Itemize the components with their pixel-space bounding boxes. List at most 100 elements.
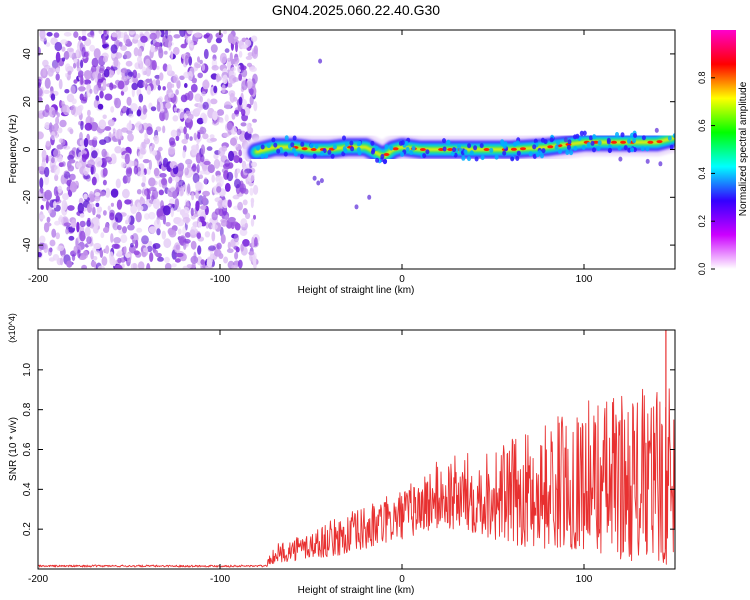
heatmap-noise-cell (238, 73, 243, 81)
heatmap-noise-cell (146, 263, 151, 269)
heatmap-noise-cell (173, 74, 179, 84)
heatmap-noise-cell (38, 46, 41, 56)
colorbar-ticks: 0.0 0.2 0.4 0.6 0.8 (697, 72, 715, 275)
heatmap-noise-cell (79, 220, 86, 228)
heatmap-noise-cell (107, 119, 115, 127)
heatmap-ridge-edge (581, 145, 586, 150)
heatmap-ridge-edge (672, 133, 675, 139)
heatmap-ridge-edge (332, 144, 337, 150)
heatmap-noise-cell (167, 70, 175, 77)
heatmap-noise-cell (223, 30, 227, 35)
heatmap-xtick-label: -100 (210, 274, 230, 285)
heatmap-ridge-peak (647, 140, 654, 144)
heatmap-noise-cell (79, 138, 86, 147)
heatmap-noise-cell (252, 255, 257, 266)
heatmap-noise-cell (98, 119, 107, 130)
heatmap-noise-cell (234, 61, 238, 67)
heatmap-noise-cell (99, 249, 104, 258)
heatmap-ridge-edge (374, 145, 379, 151)
heatmap-noise-cell (94, 250, 101, 255)
heatmap-noise-cell (195, 181, 203, 191)
heatmap-noise-cell (61, 199, 68, 211)
heatmap-noise-cell (70, 85, 76, 94)
heatmap-ridge-edge (549, 137, 554, 143)
heatmap-noise-cell (226, 171, 234, 182)
heatmap-noise-cell (234, 178, 241, 189)
heatmap-noise-cell (87, 217, 91, 223)
heatmap-ridge-edge (300, 154, 304, 159)
heatmap-noise-cell (162, 205, 171, 216)
heatmap-noise-cell (152, 243, 161, 249)
heatmap-noise-cell (64, 63, 71, 72)
heatmap-noise-cell (227, 216, 236, 223)
heatmap-noise-cell (227, 59, 232, 70)
heatmap-noise-cell (195, 152, 202, 164)
heatmap-noise-cell (143, 247, 148, 253)
heatmap-ridge-edge (467, 143, 472, 149)
heatmap-ridge-edge (442, 138, 446, 144)
heatmap-ridge-edge (620, 132, 625, 138)
heatmap-noise-cell (153, 134, 160, 145)
heatmap-noise-cell (38, 242, 43, 252)
heatmap-noise-cell (90, 164, 96, 175)
heatmap-noise-cell (177, 228, 182, 235)
heatmap-noise-cell (44, 122, 51, 130)
heatmap-noise-cell (192, 172, 200, 184)
heatmap-noise-cell (187, 183, 191, 194)
heatmap-noise-cell (115, 52, 123, 59)
heatmap-noise-cell (38, 78, 42, 86)
heatmap-speck (354, 204, 359, 210)
heatmap-noise-cell (165, 102, 172, 109)
heatmap-noise-cell (239, 183, 247, 195)
heatmap-noise-cell (241, 108, 246, 116)
heatmap-noise-cell (195, 200, 200, 212)
snr-y-axis-ticks: 0.2 0.4 0.6 0.8 1.0 (22, 362, 675, 536)
heatmap-speck (563, 137, 568, 143)
heatmap-ytick-label: 40 (22, 48, 33, 60)
heatmap-noise-cell (222, 132, 230, 137)
heatmap-noise-cell (126, 96, 132, 106)
heatmap-ridge-edge (480, 155, 485, 161)
heatmap-noise-cell (227, 241, 231, 250)
heatmap-noise-cell (202, 190, 211, 197)
heatmap-noise-cell (63, 171, 71, 179)
heatmap-noise-cell (150, 106, 157, 112)
heatmap-ridge-edge (342, 146, 347, 152)
heatmap-noise-cell (186, 200, 190, 207)
heatmap-ridge-edge (632, 138, 637, 144)
heatmap-noise-cell (191, 262, 196, 269)
heatmap-noise-cell (200, 259, 205, 265)
heatmap-noise-cell (196, 232, 202, 239)
heatmap-ridge-edge (533, 138, 538, 144)
heatmap-ridge-edge (349, 140, 354, 146)
heatmap-noise-cell (155, 78, 161, 86)
heatmap-noise-cell (50, 93, 56, 101)
heatmap-noise-cell (159, 216, 165, 220)
heatmap-noise-cell (125, 38, 131, 45)
heatmap-noise-cell (204, 231, 211, 238)
heatmap-noise-cell (207, 164, 215, 174)
heatmap-ridge-edge (640, 146, 645, 152)
heatmap-noise-cell (68, 150, 76, 159)
heatmap-noise-cell (157, 85, 161, 91)
heatmap-y-axis-label: Frequency (Hz) (8, 115, 19, 184)
heatmap-speck (645, 158, 650, 164)
heatmap-noise-cell (215, 73, 221, 83)
heatmap-noise-cell (104, 156, 113, 163)
heatmap-noise-cell (90, 260, 97, 268)
snr-ytick-label: 0.4 (22, 482, 33, 496)
heatmap-noise-cell (102, 79, 107, 90)
heatmap-noise-cell (101, 256, 108, 266)
heatmap-noise-cell (81, 35, 87, 42)
heatmap-noise-cell (197, 102, 204, 111)
heatmap-noise-cell (196, 117, 204, 125)
heatmap-speck (319, 178, 324, 184)
heatmap-ridge-edge (592, 134, 597, 140)
heatmap-noise-cell (152, 150, 158, 156)
heatmap-noise-cell (47, 206, 52, 214)
heatmap-noise-cell (44, 77, 51, 89)
heatmap-noise-cell (146, 126, 153, 135)
heatmap-noise-cell (83, 193, 88, 200)
heatmap-noise-cell (130, 204, 138, 215)
